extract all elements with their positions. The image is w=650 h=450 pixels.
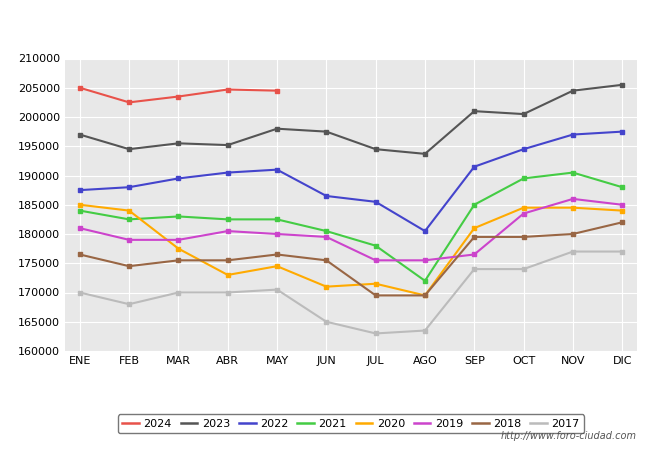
Legend: 2024, 2023, 2022, 2021, 2020, 2019, 2018, 2017: 2024, 2023, 2022, 2021, 2020, 2019, 2018…: [118, 414, 584, 433]
Text: Afiliados en Las Palmas de Gran Canaria a 31/5/2024: Afiliados en Las Palmas de Gran Canaria …: [79, 18, 571, 36]
Text: http://www.foro-ciudad.com: http://www.foro-ciudad.com: [501, 431, 637, 441]
